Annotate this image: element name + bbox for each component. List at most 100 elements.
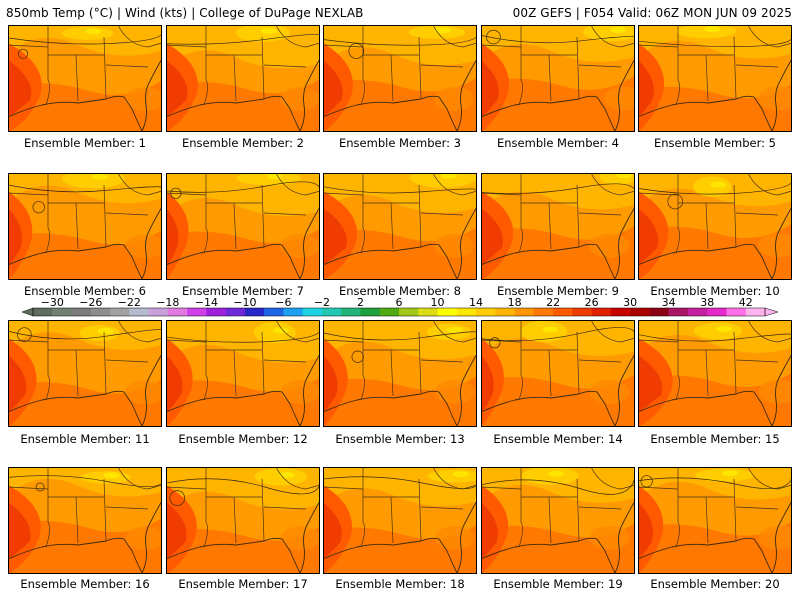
colorbar-swatch: [649, 308, 669, 316]
colorbar-swatch: [514, 308, 535, 316]
colorbar-swatch: [495, 308, 515, 316]
ensemble-member-label: Ensemble Member: 17: [178, 577, 308, 591]
colorbar-tick-label: 10: [431, 296, 445, 309]
ensemble-member-label: Ensemble Member: 10: [650, 284, 780, 298]
colorbar-tick-label: −30: [41, 296, 64, 309]
colorbar-tick-label: 18: [508, 296, 522, 309]
ensemble-member-label: Ensemble Member: 6: [24, 284, 146, 298]
ensemble-map-panel: [166, 467, 320, 574]
colorbar-swatch: [225, 308, 246, 316]
ensemble-map-panel: [8, 320, 162, 427]
ensemble-member-label: Ensemble Member: 19: [493, 577, 623, 591]
colorbar-swatch: [33, 308, 53, 316]
colorbar-tick-label: −26: [79, 296, 102, 309]
ensemble-map-panel: [166, 25, 320, 132]
ensemble-member-label: Ensemble Member: 9: [497, 284, 619, 298]
ensemble-member-label: Ensemble Member: 2: [182, 136, 304, 150]
ensemble-member-label: Ensemble Member: 3: [339, 136, 461, 150]
colorbar-swatch: [630, 308, 650, 316]
ensemble-map-panel: [481, 173, 635, 280]
colorbar-swatch: [726, 308, 747, 316]
ensemble-map-panel: [166, 173, 320, 280]
colorbar-swatch: [456, 308, 477, 316]
colorbar-tick-label: −14: [195, 296, 218, 309]
color-legend: −30 −26 −22 −18 −14 −10 −6 −2 2 6 10 14 18 22 26 30 34 38…: [21, 296, 779, 317]
ensemble-map-panel: [481, 25, 635, 132]
ensemble-map-panel: [481, 320, 635, 427]
colorbar-swatch: [572, 308, 592, 316]
ensemble-member-label: Ensemble Member: 12: [178, 432, 308, 446]
colorbar-swatch: [71, 308, 92, 316]
ensemble-map-panel: [481, 467, 635, 574]
colorbar-left-arrow: [21, 307, 34, 317]
colorbar-swatch: [341, 308, 361, 316]
colorbar-tick-label: 22: [546, 296, 560, 309]
ensemble-map-panel: [323, 173, 477, 280]
colorbar-swatch: [553, 308, 573, 316]
colorbar-right-arrow: [764, 307, 779, 317]
colorbar-swatch: [668, 308, 689, 316]
colorbar-swatch: [399, 308, 419, 316]
colorbar-swatch: [283, 308, 303, 316]
colorbar-swatch: [707, 308, 727, 316]
ensemble-member-label: Ensemble Member: 15: [650, 432, 780, 446]
colorbar-tick-label: 42: [739, 296, 753, 309]
ensemble-member-label: Ensemble Member: 7: [182, 284, 304, 298]
ensemble-map-panel: [323, 320, 477, 427]
run-info: 00Z GEFS | F054 Valid: 06Z MON JUN 09 20…: [512, 6, 792, 20]
ensemble-map-panel: [8, 467, 162, 574]
ensemble-map-panel: [638, 320, 792, 427]
chart-title: 850mb Temp (°C) | Wind (kts) | College o…: [6, 6, 364, 20]
colorbar-swatch: [187, 308, 207, 316]
ensemble-member-label: Ensemble Member: 4: [497, 136, 619, 150]
ensemble-member-label: Ensemble Member: 14: [493, 432, 623, 446]
ensemble-member-label: Ensemble Member: 18: [335, 577, 465, 591]
colorbar-swatch: [302, 308, 323, 316]
colorbar-swatch: [321, 308, 342, 316]
colorbar-swatch: [591, 308, 612, 316]
colorbar-tick-label: −18: [156, 296, 179, 309]
colorbar-tick-label: 26: [585, 296, 599, 309]
ensemble-member-label: Ensemble Member: 1: [24, 136, 146, 150]
colorbar-tick-label: −22: [118, 296, 141, 309]
ensemble-map-panel: [323, 467, 477, 574]
ensemble-member-label: Ensemble Member: 5: [654, 136, 776, 150]
colorbar-swatch: [110, 308, 130, 316]
ensemble-member-label: Ensemble Member: 8: [339, 284, 461, 298]
colorbar-swatch: [264, 308, 284, 316]
ensemble-member-label: Ensemble Member: 13: [335, 432, 465, 446]
colorbar-swatch: [167, 308, 188, 316]
ensemble-member-label: Ensemble Member: 16: [20, 577, 150, 591]
colorbar-swatch: [360, 308, 381, 316]
colorbar-swatch: [244, 308, 265, 316]
colorbar-swatch: [533, 308, 554, 316]
colorbar-swatch: [379, 308, 400, 316]
colorbar-swatch: [476, 308, 496, 316]
ensemble-map-panel: [8, 173, 162, 280]
colorbar-swatch: [437, 308, 458, 316]
ensemble-map-panel: [638, 173, 792, 280]
ensemble-map-panel: [638, 467, 792, 574]
colorbar-swatch: [52, 308, 72, 316]
colorbar-tick-label: 38: [700, 296, 714, 309]
colorbar-swatch: [745, 308, 766, 316]
colorbar-swatch: [687, 308, 708, 316]
ensemble-member-label: Ensemble Member: 11: [20, 432, 150, 446]
colorbar-swatch: [148, 308, 169, 316]
colorbar-swatch: [90, 308, 111, 316]
ensemble-map-panel: [323, 25, 477, 132]
ensemble-map-panel: [8, 25, 162, 132]
colorbar-swatch: [206, 308, 226, 316]
colorbar-swatch: [610, 308, 631, 316]
colorbar-tick-label: −10: [233, 296, 256, 309]
colorbar-tick-label: 30: [623, 296, 637, 309]
colorbar-tick-label: 6: [396, 296, 403, 309]
colorbar-swatch: [418, 308, 438, 316]
colorbar-tick-label: −6: [275, 296, 291, 309]
colorbar-tick-label: 14: [469, 296, 483, 309]
ensemble-map-panel: [166, 320, 320, 427]
colorbar-tick-label: 2: [357, 296, 364, 309]
ensemble-member-label: Ensemble Member: 20: [650, 577, 780, 591]
colorbar-swatch: [129, 308, 149, 316]
colorbar-tick-label: −2: [314, 296, 330, 309]
